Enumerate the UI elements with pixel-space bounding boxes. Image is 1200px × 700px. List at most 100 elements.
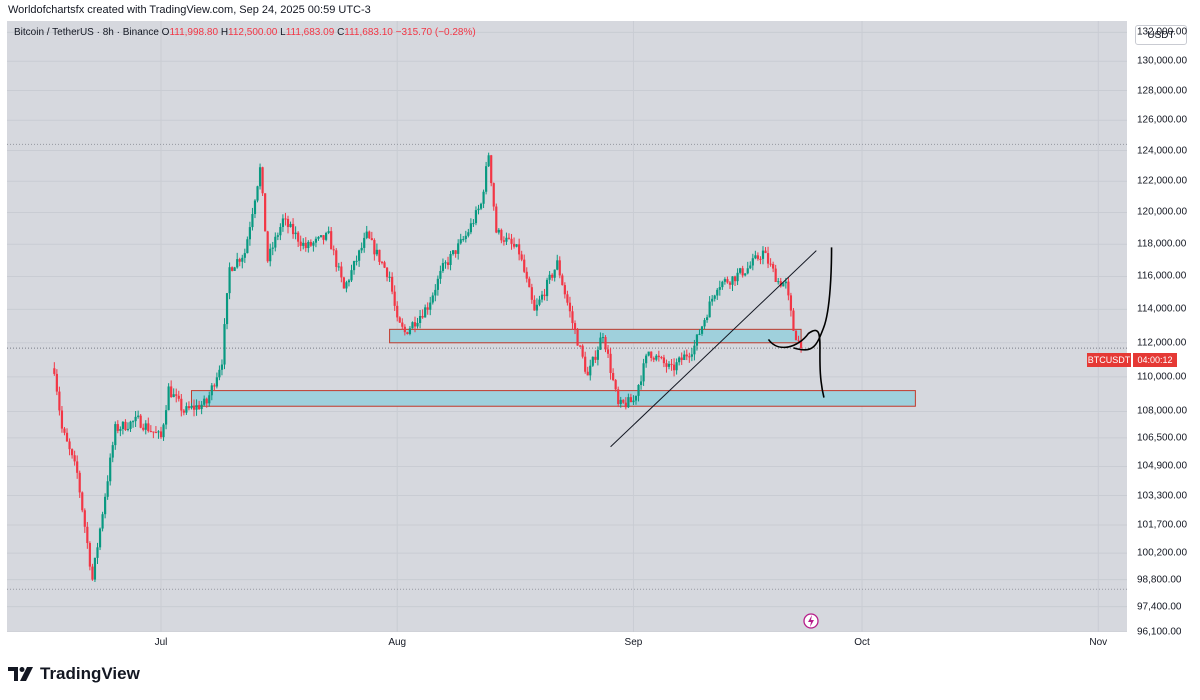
candle-body — [444, 262, 447, 264]
trendline[interactable] — [610, 250, 817, 448]
candle-body — [784, 281, 787, 284]
candle-body — [439, 270, 442, 279]
candle-body — [358, 250, 361, 261]
candle-body — [159, 431, 163, 438]
candle-body — [403, 326, 406, 333]
candle-body — [319, 235, 323, 237]
candle-body — [642, 363, 645, 382]
candle-body — [502, 240, 505, 242]
candle-body — [246, 239, 249, 254]
candle-body — [243, 253, 246, 258]
candle-body — [167, 386, 170, 411]
candle-body — [698, 333, 701, 335]
candle-body — [655, 355, 658, 360]
candle-body — [109, 457, 112, 482]
candle-body — [794, 330, 798, 341]
candle-body — [772, 264, 775, 269]
candle-body — [754, 255, 757, 259]
candlestick-chart[interactable] — [7, 21, 1127, 632]
candle-body — [416, 323, 419, 327]
candle-body — [365, 231, 368, 238]
projection-curve-up[interactable] — [793, 247, 833, 351]
candle-body — [604, 337, 607, 350]
candle-body — [703, 320, 706, 327]
candle-body — [309, 241, 312, 246]
candle-body — [774, 268, 777, 283]
candle-body — [761, 250, 765, 259]
candle-body — [330, 231, 333, 250]
candle-body — [164, 410, 168, 425]
candle-body — [223, 324, 226, 365]
candle-body — [228, 267, 231, 294]
candle-body — [408, 328, 412, 334]
candle-body — [137, 415, 140, 417]
price-tick-label: 112,000.00 — [1137, 337, 1187, 349]
candle-body — [469, 223, 472, 233]
candle-body — [101, 514, 104, 529]
candle-body — [683, 354, 686, 361]
projection-curve-down[interactable] — [767, 329, 825, 398]
candle-body — [520, 254, 523, 260]
time-tick-label: Nov — [1089, 637, 1108, 648]
candle-body — [617, 389, 620, 405]
candle-body — [675, 362, 678, 371]
candle-body — [799, 340, 803, 349]
support-zone[interactable] — [389, 328, 802, 344]
legend-o-label: O — [161, 27, 170, 38]
candle-body — [129, 421, 132, 429]
candle-body — [634, 395, 638, 401]
tradingview-logo-icon — [8, 667, 33, 681]
candle-body — [637, 385, 640, 396]
candle-body — [396, 305, 399, 318]
candle-body — [695, 334, 699, 346]
candle-body — [627, 397, 630, 408]
time-axis[interactable]: Jul Aug Sep Oct Nov — [7, 632, 1127, 656]
candle-body — [393, 291, 396, 306]
candle-body — [576, 329, 579, 346]
candle-body — [672, 364, 676, 371]
tradingview-logo[interactable]: TradingView — [8, 664, 140, 684]
candle-body — [383, 262, 386, 268]
candle-body — [652, 357, 655, 360]
candle-body — [596, 349, 599, 360]
candle-body — [670, 363, 673, 365]
candle-body — [55, 373, 58, 392]
candle-body — [624, 402, 627, 408]
candle-body — [543, 294, 546, 297]
candle-body — [421, 315, 424, 318]
candle-body — [431, 295, 434, 303]
candle-body — [322, 235, 325, 240]
candle-body — [728, 282, 732, 285]
candle-body — [454, 250, 457, 254]
candle-body — [708, 301, 711, 318]
candle-body — [751, 258, 754, 266]
support-zone[interactable] — [190, 390, 916, 407]
candle-body — [106, 481, 109, 497]
candle-body — [256, 186, 259, 201]
candle-body — [68, 441, 71, 450]
currency-button[interactable]: USDT — [1135, 25, 1187, 45]
candle-body — [551, 274, 554, 278]
candle-body — [342, 277, 345, 289]
candle-body — [139, 415, 142, 428]
legend-high: 112,500.00 — [228, 27, 278, 38]
chart-plot-area[interactable] — [7, 21, 1127, 632]
candle-body — [769, 263, 772, 265]
candle-body — [500, 229, 503, 241]
candle-body — [667, 363, 671, 367]
candle-body — [540, 294, 544, 300]
price-tick-label: 108,000.00 — [1137, 405, 1188, 417]
candle-body — [291, 223, 295, 235]
candle-body — [571, 311, 574, 324]
candle-body — [210, 385, 213, 396]
legend-low: 111,683.09 — [285, 27, 335, 38]
candle-body — [81, 492, 84, 511]
candle-body — [238, 259, 241, 262]
candle-body — [126, 428, 130, 430]
candle-body — [759, 258, 762, 260]
price-axis[interactable]: 132,000.00 130,000.00 128,000.00 126,000.00… — [1127, 21, 1200, 638]
candle-body — [269, 248, 272, 262]
candle-body — [355, 260, 358, 262]
candle-body — [213, 385, 216, 387]
legend-symbol[interactable]: Bitcoin / TetherUS · 8h · Binance — [14, 27, 159, 38]
